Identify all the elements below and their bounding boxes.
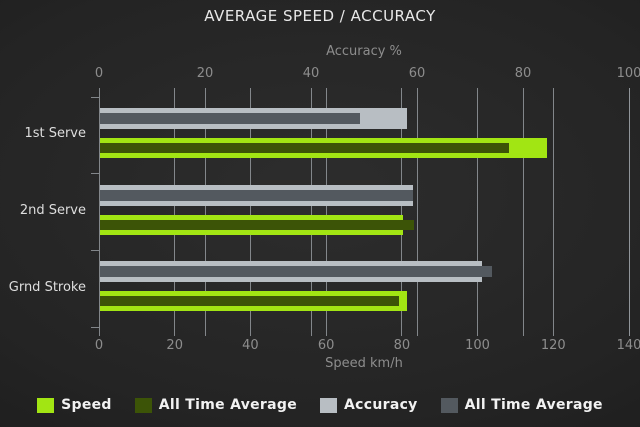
bottom-axis-tick-label: 100 xyxy=(465,338,490,353)
legend-swatch-speed_avg xyxy=(134,397,152,413)
category-label: 1st Serve xyxy=(24,126,86,142)
top-axis-tick-label: 20 xyxy=(196,66,214,81)
top-axis-gridline xyxy=(522,88,524,336)
legend-swatch-accuracy_avg xyxy=(440,397,458,413)
top-axis-tick-label: 40 xyxy=(302,66,320,81)
bottom-axis-gridline xyxy=(552,88,554,336)
legend-swatch-speed xyxy=(37,397,55,413)
bottom-axis-title: Speed km/h xyxy=(325,356,403,371)
top-axis-tick-label: 0 xyxy=(94,66,104,81)
top-axis-gridline xyxy=(204,88,206,336)
top-axis-gridline xyxy=(310,88,312,336)
speed_avg-bar xyxy=(100,219,415,230)
legend-item-accuracy_avg: All Time Average xyxy=(440,397,603,413)
bottom-axis-tick-label: 120 xyxy=(540,338,566,353)
legend-item-accuracy: Accuracy xyxy=(320,397,418,413)
bottom-axis-gridline xyxy=(325,88,327,336)
chart-title: AVERAGE SPEED / ACCURACY xyxy=(204,7,436,25)
speed_avg-bar xyxy=(100,296,400,307)
legend-swatch-accuracy xyxy=(320,397,338,413)
top-axis-tick-label: 100 xyxy=(616,66,640,81)
bottom-axis-tick-label: 20 xyxy=(166,338,183,353)
top-axis-gridline xyxy=(416,88,418,336)
bottom-axis-gridline xyxy=(174,88,176,336)
top-axis-gridline xyxy=(98,88,100,336)
legend-label-speed: Speed xyxy=(61,397,112,413)
category-label: 2nd Serve xyxy=(19,203,86,218)
legend: Speed All Time Average Accuracy All Time Av… xyxy=(0,397,640,413)
legend-label-speed_avg: All Time Average xyxy=(158,397,298,413)
top-axis-tick-label: 60 xyxy=(408,66,426,81)
bottom-axis-tick-label: 0 xyxy=(94,338,104,353)
accuracy_avg-bar xyxy=(100,266,493,278)
accuracy_avg-bar xyxy=(100,189,413,201)
axis-bracket-notch xyxy=(91,96,99,98)
top-axis-title: Accuracy % xyxy=(326,44,402,59)
axis-bracket-notch xyxy=(91,173,99,175)
top-axis-tick-label: 80 xyxy=(514,66,532,81)
axis-bracket-notch xyxy=(91,326,99,328)
category-label: Grnd Stroke xyxy=(8,279,86,295)
bottom-axis-gridline xyxy=(249,88,251,336)
legend-item-speed: Speed xyxy=(37,397,112,413)
bottom-axis-gridline xyxy=(401,88,403,336)
legend-item-speed_avg: All Time Average xyxy=(134,397,298,413)
bottom-axis-tick-label: 60 xyxy=(317,338,335,353)
bottom-axis-gridline xyxy=(477,88,479,336)
bottom-axis-tick-label: 140 xyxy=(616,338,640,353)
accuracy_avg-bar xyxy=(100,113,360,124)
bottom-axis-tick-label: 80 xyxy=(393,338,411,353)
legend-label-accuracy: Accuracy xyxy=(344,397,418,413)
legend-label-accuracy_avg: All Time Average xyxy=(464,397,603,413)
bottom-axis-tick-label: 40 xyxy=(242,338,259,353)
bottom-axis-gridline xyxy=(628,88,630,336)
speed_avg-bar xyxy=(100,143,509,153)
axis-bracket-notch xyxy=(91,249,99,251)
